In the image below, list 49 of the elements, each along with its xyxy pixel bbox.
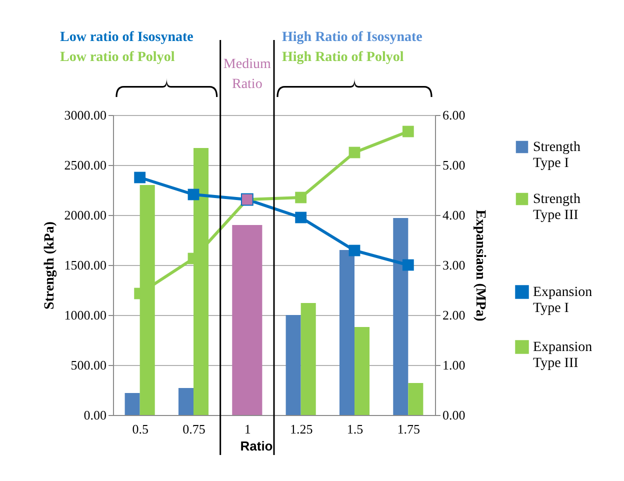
legend-label: Strength Type I [533, 140, 580, 171]
y-tick-label: 3000.00 [64, 108, 106, 122]
y2-tick-label: 3.00 [442, 258, 466, 272]
y2-tick-label: 6.00 [442, 108, 466, 122]
bar [393, 218, 408, 415]
legend-label: Expansion Type I [533, 285, 592, 316]
bar [408, 383, 424, 415]
bar [300, 303, 316, 415]
bar [286, 315, 301, 415]
y2-tick-label: 1.00 [442, 358, 466, 372]
y-tick-label: 0.00 [84, 408, 106, 422]
y-tick-label: 500.00 [70, 358, 106, 372]
text: High Ratio of Polyol [282, 50, 404, 66]
x-tick-label: 1.25 [290, 422, 313, 436]
point [188, 188, 200, 200]
y-tick-label: 2000.00 [64, 208, 106, 222]
x-tick-label: 1.75 [397, 422, 420, 436]
point [295, 212, 307, 224]
legend-label: Expansion Type III [533, 340, 592, 371]
point [348, 244, 360, 256]
y2-tick-label: 2.00 [442, 308, 466, 322]
x-tick-label: 0.5 [132, 422, 148, 436]
x-tick-label: 1.5 [346, 422, 364, 436]
y2-tick-label: 4.00 [442, 208, 466, 222]
point [295, 192, 307, 204]
point [348, 146, 360, 158]
point [402, 126, 414, 138]
bar [232, 225, 262, 415]
y-tick-label: 2500.00 [64, 158, 106, 172]
legend-label: Strength Type III [533, 192, 580, 223]
y-axis-title: Strength (kPa) [42, 221, 58, 310]
y2-tick-label: 5.00 [442, 158, 466, 172]
y-tick-label: 1000.00 [64, 308, 106, 322]
bar [339, 250, 354, 415]
point [134, 172, 146, 184]
text: High Ratio of Isosynate [282, 30, 422, 46]
text: Low ratio of Polyol [60, 50, 175, 66]
y-tick-label: 1500.00 [64, 258, 106, 272]
x-tick-label: 1 [244, 422, 251, 436]
y2-tick-label: 0.00 [442, 408, 466, 422]
text: Medium Ratio [222, 56, 272, 94]
text: Low ratio of Isosynate [60, 30, 194, 46]
x-tick-label: 0.75 [182, 422, 206, 436]
bar [354, 327, 370, 415]
bar [178, 388, 194, 415]
bar [124, 393, 140, 415]
point [402, 259, 414, 271]
y2-axis-title: Expansiaon (MPa) [472, 210, 488, 322]
x-axis-title: Ratio [240, 438, 273, 454]
